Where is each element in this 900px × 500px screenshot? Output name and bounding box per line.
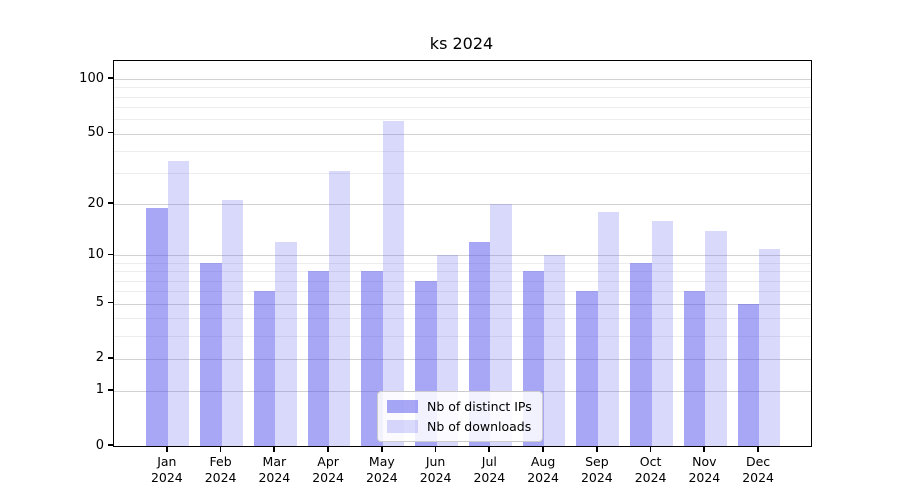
bar-downloads <box>490 204 512 446</box>
gridline-minor <box>114 291 811 293</box>
x-tick-label: Mar 2024 <box>258 454 291 485</box>
x-tick-label: Sep 2024 <box>580 454 613 485</box>
x-tick-label: Jul 2024 <box>473 454 506 485</box>
y-tick-label: 1 <box>95 382 104 398</box>
legend-label-downloads: Nb of downloads <box>427 419 532 434</box>
x-tick-mark <box>542 446 544 452</box>
x-tick-label: Feb 2024 <box>204 454 237 485</box>
y-tick-mark <box>108 301 113 304</box>
bar-distinct-ips <box>253 291 276 446</box>
y-tick-label: 50 <box>87 125 104 140</box>
y-tick-label: 20 <box>87 195 104 211</box>
bar-downloads <box>167 161 190 446</box>
gridline-minor <box>114 87 811 89</box>
x-tick-label: Nov 2024 <box>688 454 721 485</box>
gridline-minor <box>114 173 811 175</box>
gridline-major <box>114 204 811 206</box>
y-tick-mark <box>108 202 113 204</box>
x-tick-label: Aug 2024 <box>527 454 559 485</box>
x-tick-label: Apr 2024 <box>312 454 344 485</box>
x-tick-mark <box>434 446 437 452</box>
chart-title: ks 2024 <box>429 34 494 53</box>
gridline-minor <box>114 318 811 320</box>
bar-distinct-ips <box>307 271 330 446</box>
gridline-major <box>114 303 811 305</box>
legend-swatch-distinct-ips <box>387 400 418 413</box>
x-tick-label: Jun 2024 <box>419 454 452 485</box>
gridline-minor <box>114 150 811 152</box>
bar-downloads <box>275 242 297 446</box>
y-tick-mark <box>108 131 113 134</box>
bar-downloads <box>651 220 673 446</box>
bar-downloads <box>221 200 243 446</box>
bar-downloads <box>597 212 620 446</box>
x-tick-mark <box>488 446 491 452</box>
legend-item-distinct-ips: Nb of distinct IPs <box>387 399 532 414</box>
bar-distinct-ips <box>576 291 598 446</box>
x-tick-mark <box>595 446 598 452</box>
gridline-minor <box>114 96 811 98</box>
legend: Nb of distinct IPs Nb of downloads <box>377 391 543 442</box>
y-tick-label: 0 <box>95 437 104 453</box>
bar-distinct-ips <box>146 207 168 446</box>
x-tick-mark <box>380 446 383 452</box>
bar-downloads <box>382 120 405 446</box>
legend-swatch-downloads <box>387 420 418 433</box>
bar-distinct-ips <box>630 263 652 446</box>
bar-downloads <box>544 255 566 446</box>
bar-distinct-ips <box>737 303 760 446</box>
gridline-minor <box>114 263 811 264</box>
x-tick-label: Dec 2024 <box>742 454 774 485</box>
bar-downloads <box>705 230 727 446</box>
plot-area: Nb of distinct IPs Nb of downloads <box>113 60 812 447</box>
x-tick-mark <box>649 446 652 452</box>
y-tick-mark <box>108 444 113 446</box>
gridline-minor <box>114 335 811 337</box>
x-tick-mark <box>757 446 759 452</box>
y-tick-label: 100 <box>79 70 104 86</box>
x-tick-mark <box>219 446 222 452</box>
x-tick-label: May 2024 <box>365 454 398 485</box>
y-tick-mark <box>108 389 113 391</box>
bar-downloads <box>329 170 351 446</box>
gridline-minor <box>114 107 811 109</box>
bar-downloads <box>759 248 781 446</box>
legend-label-distinct-ips: Nb of distinct IPs <box>427 399 532 414</box>
gridline-major <box>114 255 811 257</box>
x-tick-label: Jan 2024 <box>150 454 183 485</box>
gridline-major <box>114 79 811 81</box>
legend-item-downloads: Nb of downloads <box>387 419 532 434</box>
x-tick-mark <box>327 446 329 452</box>
y-tick-label: 10 <box>87 246 104 262</box>
y-tick-label: 5 <box>95 295 104 311</box>
gridline-major <box>114 358 811 360</box>
gridline-minor <box>114 119 811 121</box>
bar-distinct-ips <box>200 263 222 446</box>
x-tick-mark <box>165 446 168 452</box>
bar-distinct-ips <box>683 291 706 446</box>
y-tick-mark <box>108 253 113 256</box>
gridline-major <box>114 133 811 135</box>
y-tick-mark <box>108 77 113 80</box>
x-tick-mark <box>273 446 276 452</box>
x-tick-mark <box>703 446 706 452</box>
gridline-minor <box>114 280 811 282</box>
y-tick-mark <box>108 356 113 359</box>
x-tick-label: Oct 2024 <box>634 454 667 485</box>
y-tick-label: 2 <box>95 350 104 366</box>
gridline-minor <box>114 271 811 273</box>
